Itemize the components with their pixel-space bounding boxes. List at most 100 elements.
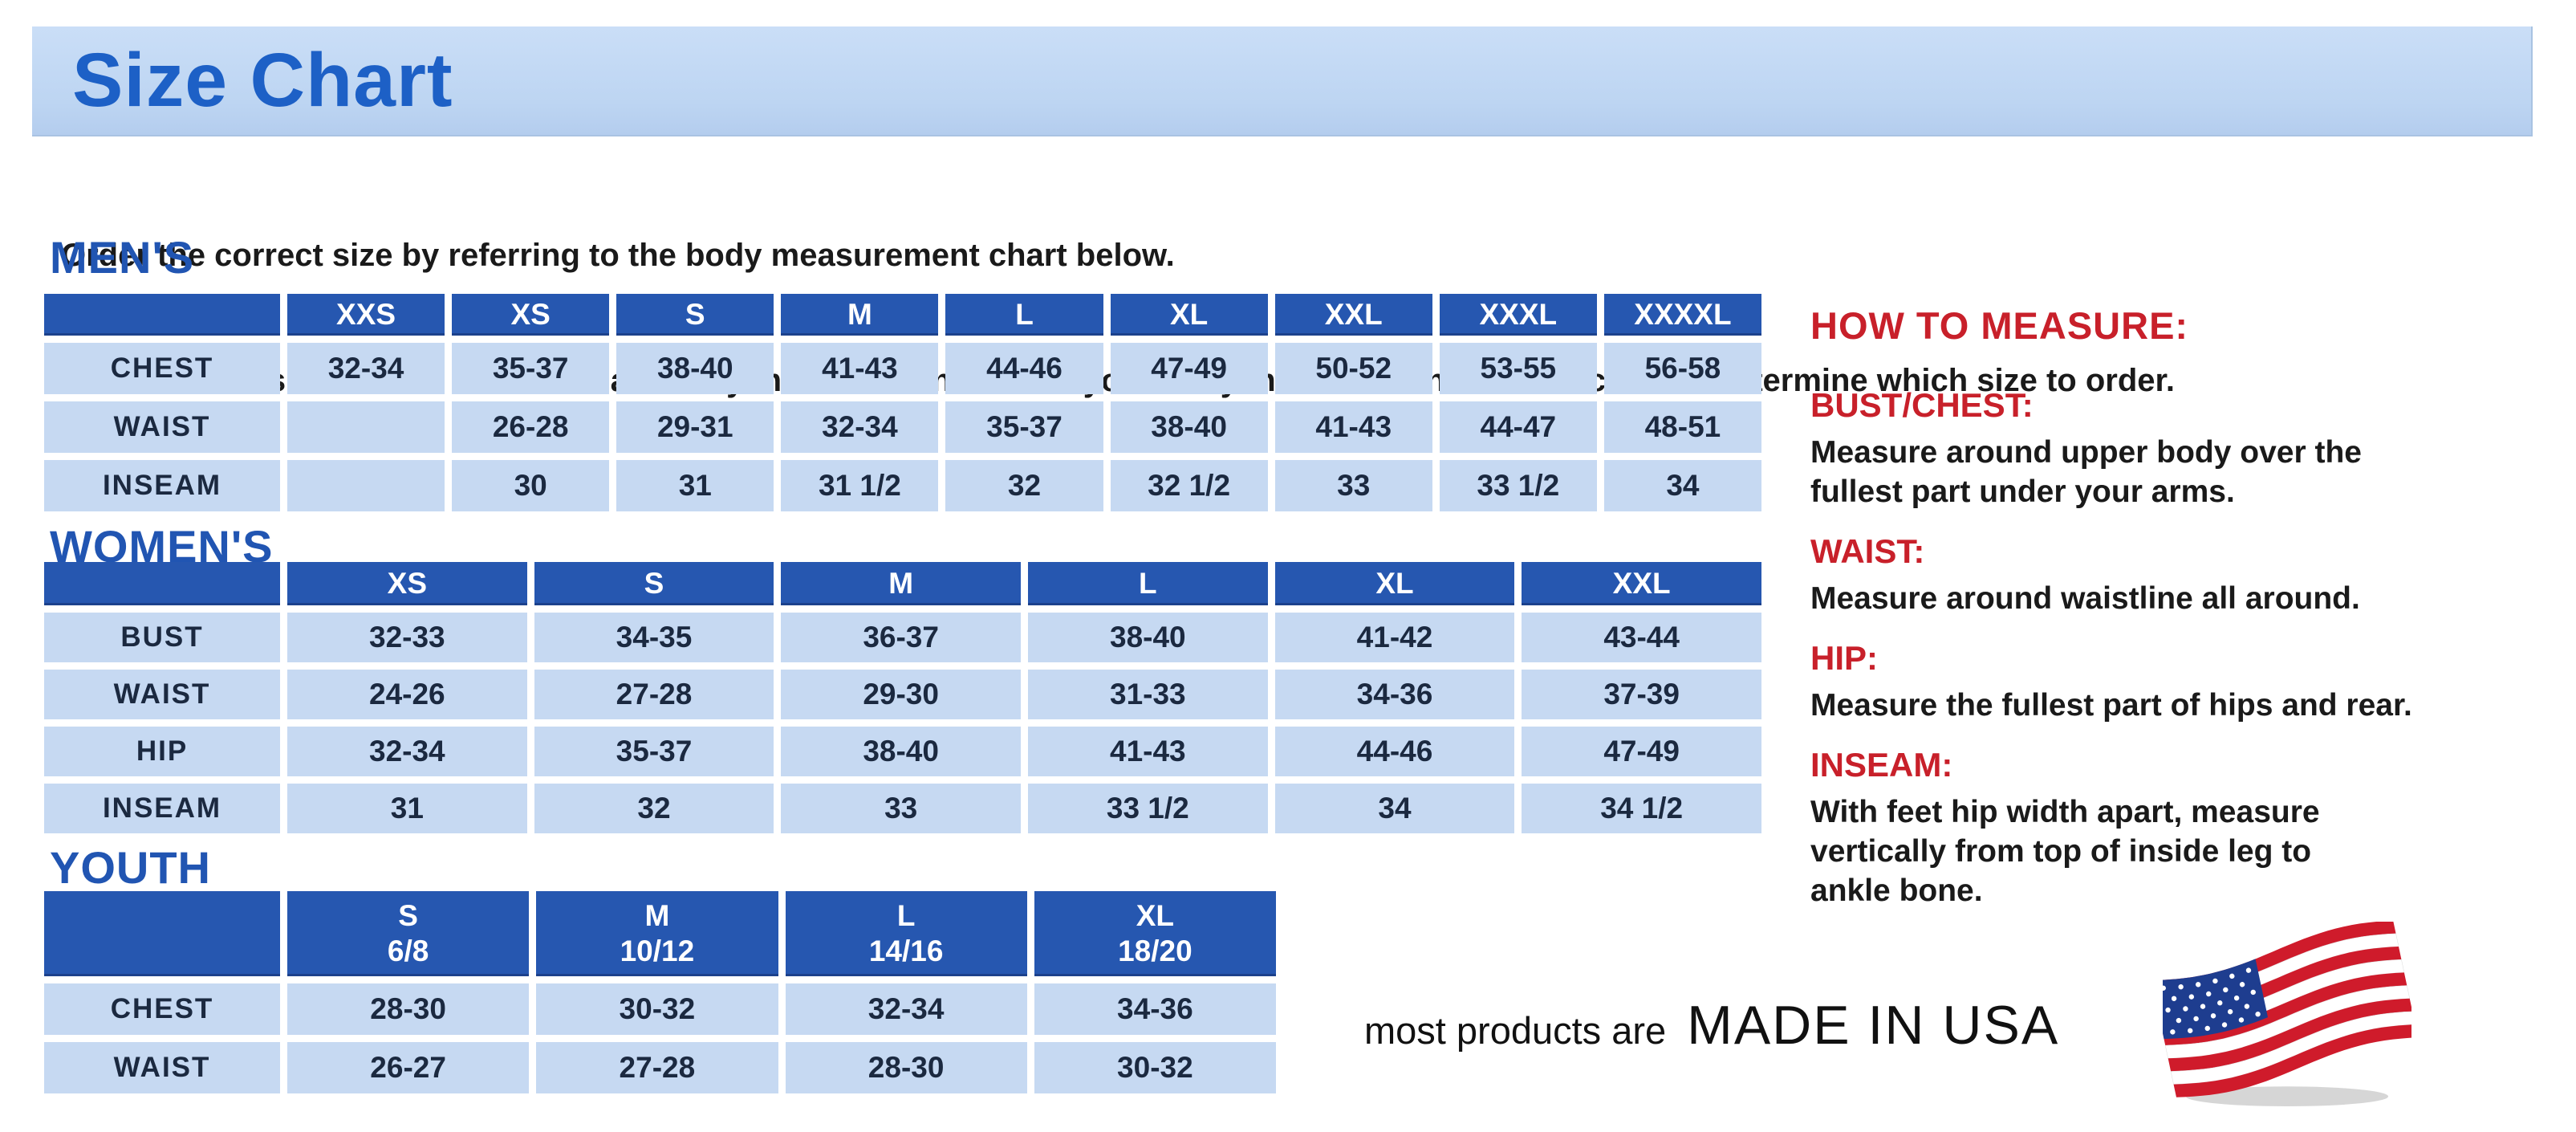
youth-value-cell: 28-30 <box>287 983 530 1035</box>
bust-chest-heading: BUST/CHEST: <box>1810 386 2034 424</box>
mens-value-cell: 30 <box>452 460 610 511</box>
womens-size-header-cell: L <box>1027 562 1268 605</box>
youth-size-header-cell: M 10/12 <box>536 891 778 976</box>
womens-value-cell: 43-44 <box>1522 613 1761 662</box>
womens-value-cell: 47-49 <box>1522 727 1761 776</box>
womens-value-cell: 38-40 <box>781 727 1021 776</box>
womens-size-table: XS S M L XL XXL BUST 32-33 34-35 36-37 38-40 41-42 4… <box>44 562 1761 833</box>
mens-size-header-cell: XS <box>452 294 610 336</box>
waist-instructions: Measure around waistline all around. <box>1810 581 2360 616</box>
womens-value-cell: 33 1/2 <box>1027 784 1268 833</box>
mens-value-cell: 41-43 <box>781 343 939 394</box>
mens-size-header-cell: L <box>945 294 1103 336</box>
womens-row-label-cell: WAIST <box>44 670 280 719</box>
mens-value-cell: 44-46 <box>945 343 1103 394</box>
womens-size-header-cell: M <box>781 562 1021 605</box>
youth-row-label-cell: WAIST <box>44 1042 280 1093</box>
mens-size-header-cell: XXL <box>1274 294 1432 336</box>
womens-value-cell: 32-34 <box>287 727 527 776</box>
size-label: M <box>644 898 670 932</box>
mens-size-header-cell: S <box>616 294 774 336</box>
womens-row-label-cell: HIP <box>44 727 280 776</box>
mens-size-header-cell: XL <box>1110 294 1268 336</box>
youth-value-cell: 27-28 <box>536 1042 778 1093</box>
mens-value-cell: 41-43 <box>1274 401 1432 453</box>
youth-value-cell: 26-27 <box>287 1042 530 1093</box>
mens-value-cell: 32 <box>945 460 1103 511</box>
mens-value-cell: 56-58 <box>1603 343 1761 394</box>
mens-value-cell: 35-37 <box>452 343 610 394</box>
size-label: L <box>896 898 916 932</box>
mens-size-header-cell: XXS <box>287 294 445 336</box>
youth-value-cell: 28-30 <box>785 1042 1027 1093</box>
mens-value-cell: 44-47 <box>1439 401 1597 453</box>
mens-row-label-cell: CHEST <box>44 343 280 394</box>
youth-row-label-cell: CHEST <box>44 983 280 1035</box>
mens-value-cell: 38-40 <box>616 343 774 394</box>
youth-value-cell: 32-34 <box>785 983 1027 1035</box>
womens-row-label-cell: BUST <box>44 613 280 662</box>
mens-value-cell: 35-37 <box>945 401 1103 453</box>
womens-value-cell: 29-30 <box>781 670 1021 719</box>
mens-value-cell: 34 <box>1603 460 1761 511</box>
youth-corner-cell <box>44 891 280 976</box>
mens-value-cell: 31 1/2 <box>781 460 939 511</box>
womens-value-cell: 34 1/2 <box>1522 784 1761 833</box>
mens-value-cell: 53-55 <box>1439 343 1597 394</box>
womens-value-cell: 34-35 <box>534 613 774 662</box>
womens-value-cell: 34 <box>1274 784 1515 833</box>
mens-value-cell <box>287 460 445 511</box>
mens-value-cell: 26-28 <box>452 401 610 453</box>
made-in-usa-prefix: most products are <box>1364 1009 1667 1052</box>
mens-row-label-cell: WAIST <box>44 401 280 453</box>
womens-value-cell: 41-42 <box>1274 613 1515 662</box>
youth-value-cell: 34-36 <box>1034 983 1276 1035</box>
womens-value-cell: 37-39 <box>1522 670 1761 719</box>
made-in-usa-line: most products are MADE IN USA <box>1364 994 2059 1057</box>
size-range: 14/16 <box>868 935 944 967</box>
womens-value-cell: 31-33 <box>1027 670 1268 719</box>
womens-value-cell: 36-37 <box>781 613 1021 662</box>
womens-value-cell: 35-37 <box>534 727 774 776</box>
size-range: 6/8 <box>387 935 429 967</box>
youth-size-table: S 6/8 M 10/12 L 14/16 XL 18/20 CHEST 28-30 30-32 32… <box>44 891 1276 1093</box>
womens-value-cell: 32 <box>534 784 774 833</box>
youth-value-cell: 30-32 <box>1034 1042 1276 1093</box>
womens-size-header-cell: XXL <box>1522 562 1761 605</box>
mens-size-header-cell: M <box>781 294 939 336</box>
mens-value-cell <box>287 401 445 453</box>
intro-line-1: Order the correct size by referring to t… <box>61 238 1175 273</box>
womens-value-cell: 41-43 <box>1027 727 1268 776</box>
womens-value-cell: 27-28 <box>534 670 774 719</box>
womens-size-header-cell: XS <box>287 562 527 605</box>
mens-size-header-cell: XXXXL <box>1603 294 1761 336</box>
mens-value-cell: 47-49 <box>1110 343 1268 394</box>
mens-value-cell: 33 <box>1274 460 1432 511</box>
how-to-measure-panel: HOW TO MEASURE: BUST/CHEST: Measure arou… <box>1810 303 2517 931</box>
mens-value-cell: 50-52 <box>1274 343 1432 394</box>
womens-value-cell: 38-40 <box>1027 613 1268 662</box>
womens-value-cell: 44-46 <box>1274 727 1515 776</box>
inseam-instructions: With feet hip width apart, measure verti… <box>1810 795 2320 908</box>
womens-value-cell: 31 <box>287 784 527 833</box>
mens-value-cell: 48-51 <box>1603 401 1761 453</box>
size-label: S <box>398 898 418 932</box>
womens-size-header-cell: XL <box>1274 562 1515 605</box>
size-range: 18/20 <box>1118 935 1193 967</box>
mens-value-cell: 32-34 <box>781 401 939 453</box>
mens-value-cell: 32 1/2 <box>1110 460 1268 511</box>
mens-corner-cell <box>44 294 280 336</box>
mens-section-title: MEN'S <box>50 232 195 283</box>
made-in-usa-label: MADE IN USA <box>1687 995 2060 1056</box>
mens-value-cell: 29-31 <box>616 401 774 453</box>
inseam-heading: INSEAM: <box>1810 746 1953 784</box>
youth-value-cell: 30-32 <box>536 983 778 1035</box>
mens-value-cell: 33 1/2 <box>1439 460 1597 511</box>
mens-value-cell: 38-40 <box>1110 401 1268 453</box>
womens-value-cell: 32-33 <box>287 613 527 662</box>
youth-size-header-cell: L 14/16 <box>785 891 1027 976</box>
mens-value-cell: 31 <box>616 460 774 511</box>
youth-section-title: YOUTH <box>50 842 211 893</box>
size-range: 10/12 <box>620 935 695 967</box>
womens-value-cell: 33 <box>781 784 1021 833</box>
